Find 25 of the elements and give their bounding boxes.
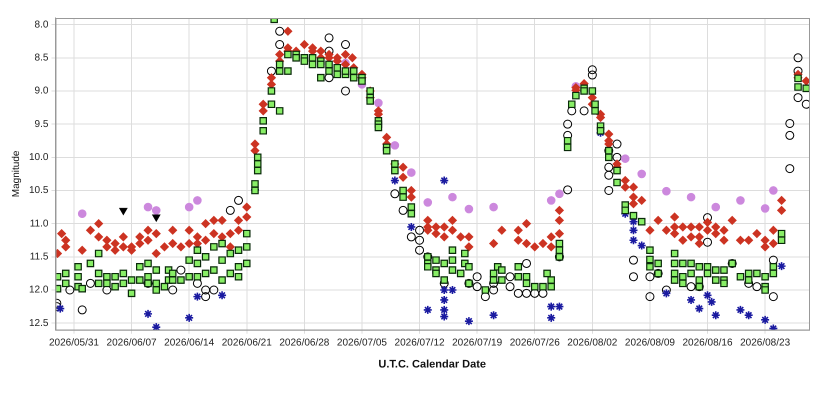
x-tick-label: 2026/08/23 — [740, 338, 791, 349]
y-tick-label: 9.5 — [34, 118, 49, 130]
y-axis-title: Magnitude — [10, 150, 22, 198]
x-tick-label: 2026/06/07 — [106, 338, 158, 349]
x-tick-label: 2026/08/09 — [624, 338, 676, 349]
y-tick-label: 9.0 — [34, 86, 49, 97]
y-tick-label: 10.5 — [28, 185, 49, 196]
x-tick-label: 2026/08/02 — [567, 338, 618, 349]
y-tick-label: 11.5 — [30, 252, 49, 263]
y-tick-label: 8.5 — [34, 52, 49, 64]
x-tick-label: 2026/06/28 — [279, 338, 330, 349]
x-tick-label: 2026/07/05 — [336, 338, 388, 349]
y-tick-label: 11.0 — [30, 218, 49, 230]
x-tick-label: 2026/07/26 — [510, 338, 560, 349]
y-tick-label: 12.5 — [28, 318, 49, 329]
x-tick-label: 2026/06/14 — [164, 338, 215, 349]
x-tick-label: 2026/05/31 — [48, 338, 100, 349]
y-tick-label: 10.0 — [28, 152, 49, 164]
x-tick-label: 2026/07/19 — [452, 338, 503, 349]
x-axis-title: U.T.C. Calendar Date — [378, 358, 486, 370]
x-tick-label: 2026/07/12 — [394, 338, 446, 349]
y-tick-label: 12.0 — [28, 284, 49, 296]
y-tick-label: 8.0 — [34, 19, 49, 30]
x-tick-label: 2026/06/21 — [222, 338, 272, 349]
x-tick-label: 2026/08/16 — [682, 338, 733, 349]
